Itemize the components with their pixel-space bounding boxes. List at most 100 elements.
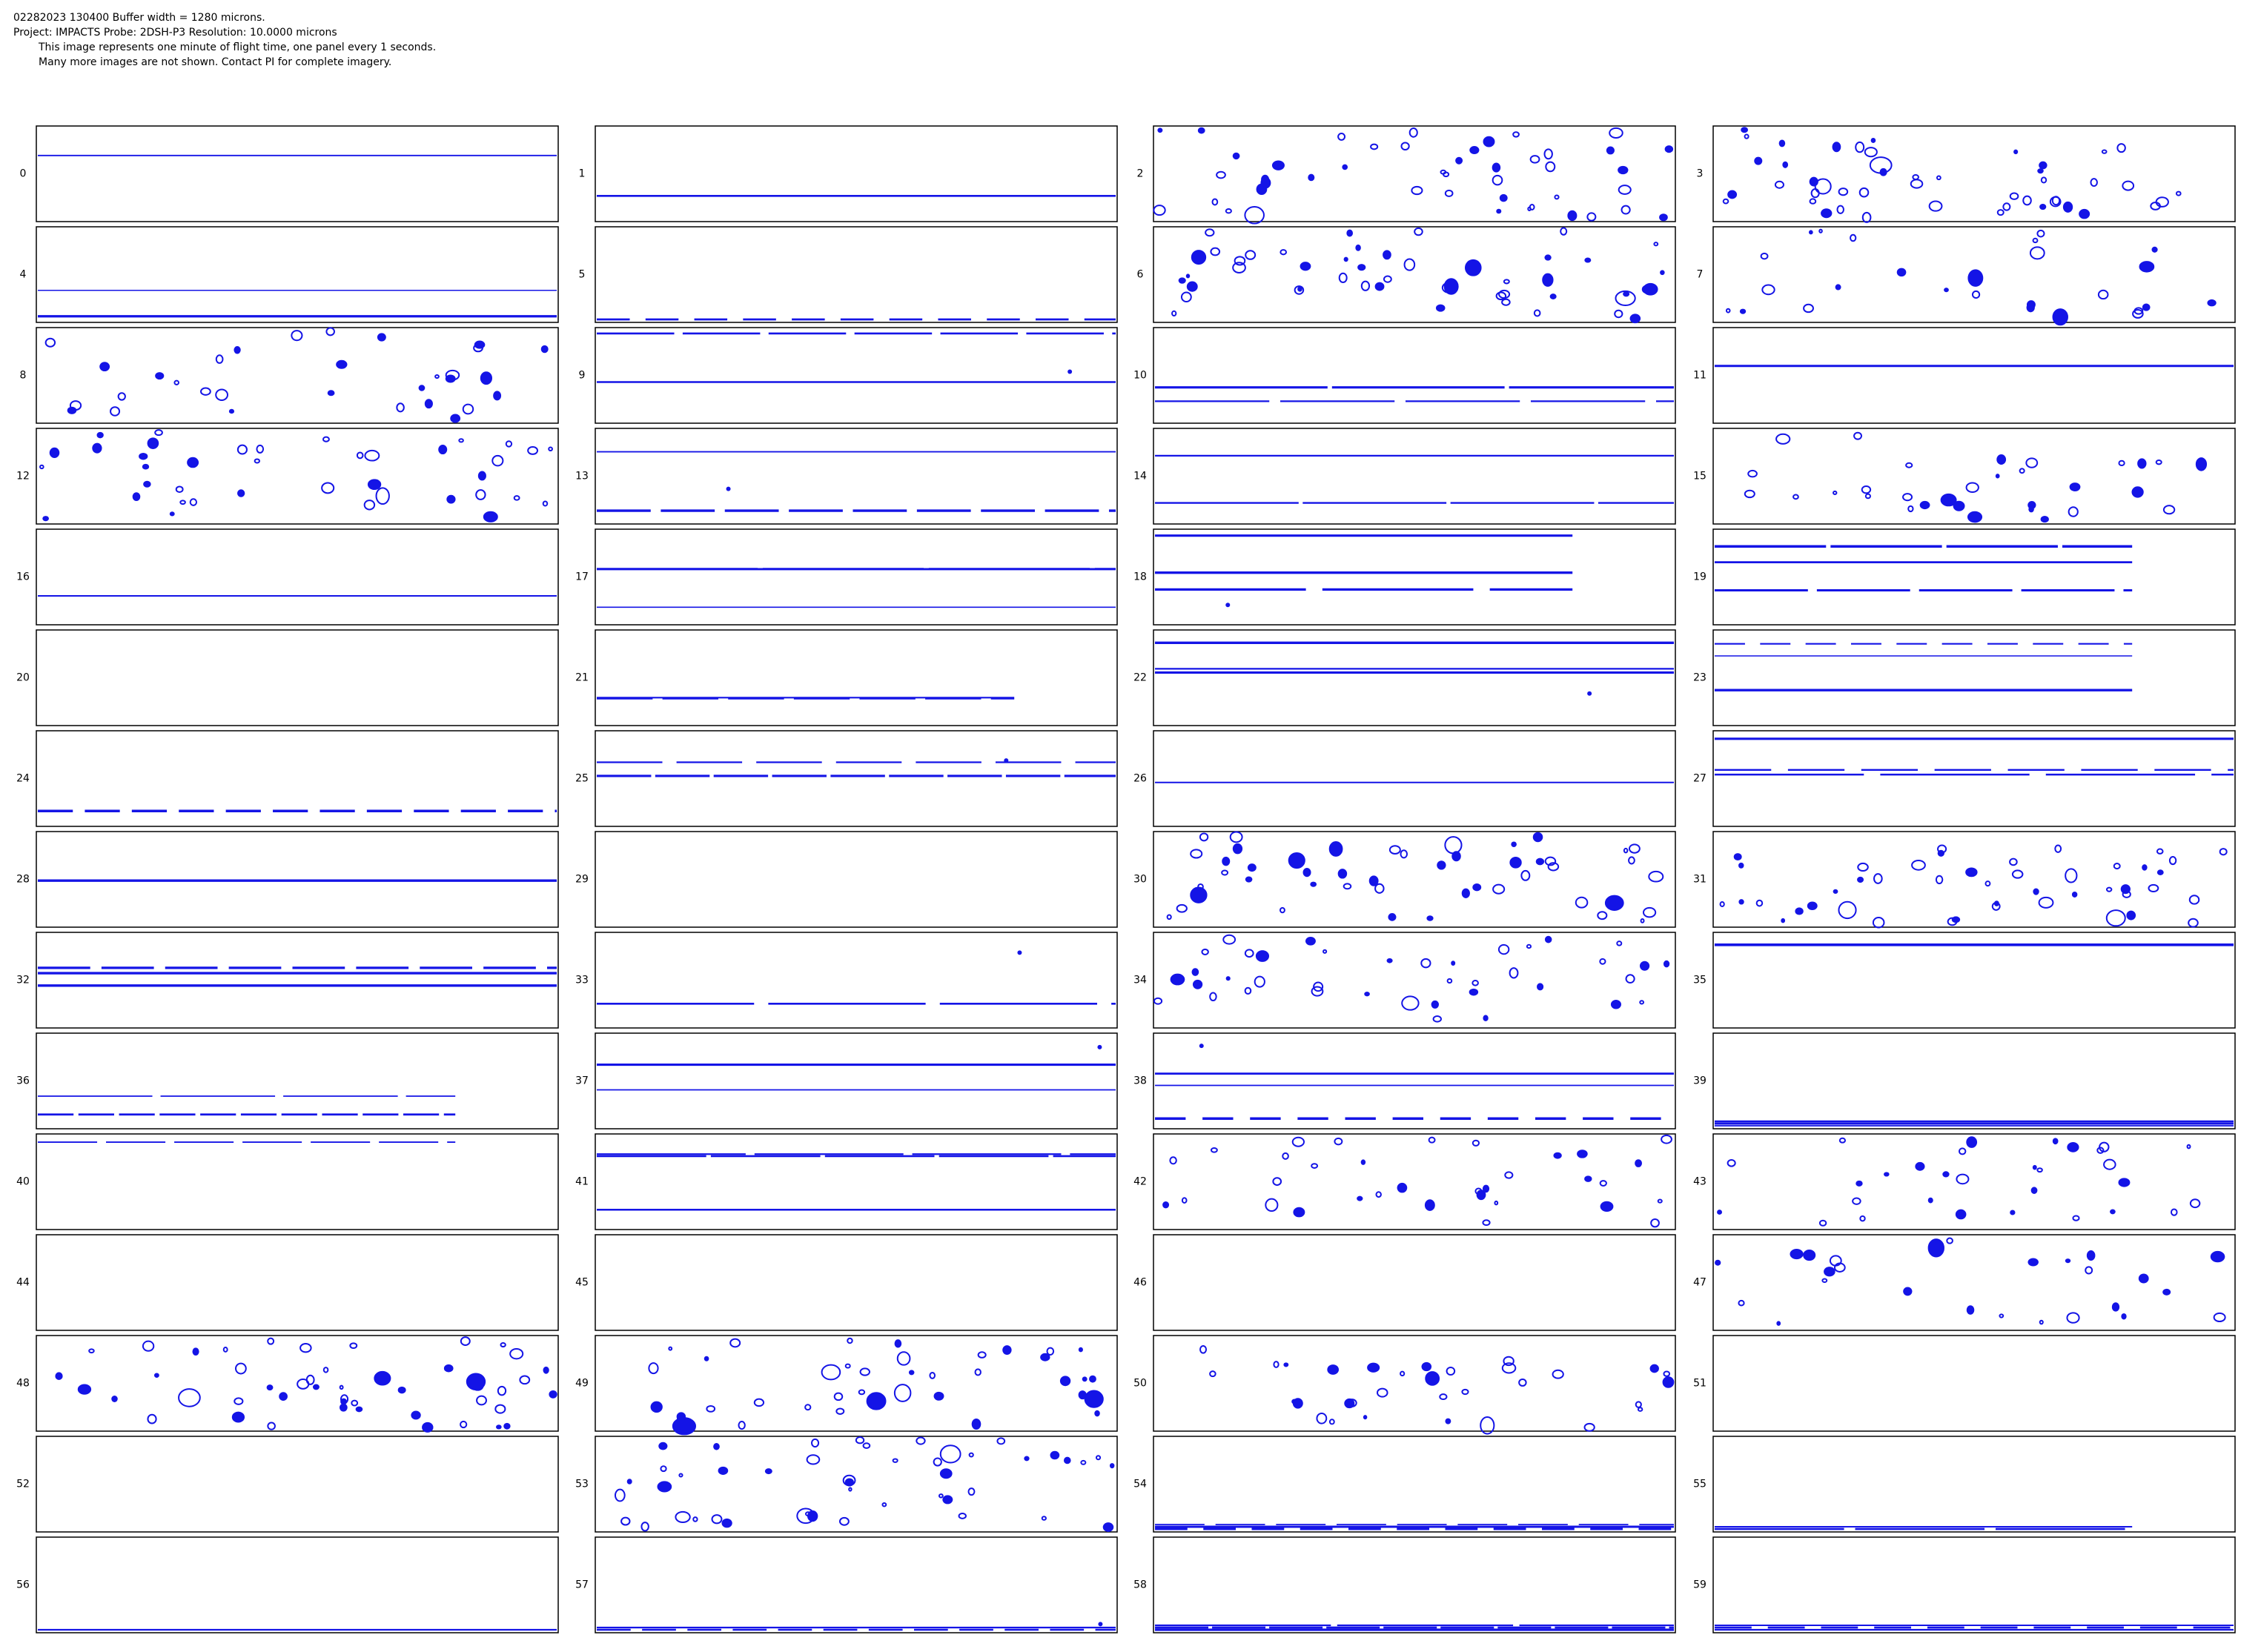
particle-image <box>1936 175 1941 181</box>
particle-image <box>483 511 498 523</box>
particle-image <box>1999 1313 2005 1318</box>
particle-image <box>2121 1313 2127 1320</box>
particle-image <box>1852 1197 1861 1205</box>
panel-frame <box>1712 1436 2236 1533</box>
particle-image <box>1322 949 1328 954</box>
particle-image <box>1663 1370 1671 1377</box>
particle-image <box>1722 198 1729 205</box>
particle-image <box>2118 460 2125 467</box>
particle-image <box>1225 976 1231 981</box>
particle-image <box>835 1407 845 1415</box>
particle-image <box>692 1516 698 1522</box>
particle-image <box>2116 143 2126 153</box>
panel-label: 40 <box>16 1176 30 1188</box>
panel-label: 30 <box>1133 874 1147 886</box>
panel <box>1712 428 2236 525</box>
particle-image <box>1509 856 1522 869</box>
particle-image <box>1461 1388 1469 1396</box>
particle-image <box>1432 1015 1442 1023</box>
panel-label: 32 <box>16 975 30 986</box>
particle-image <box>1857 862 1869 872</box>
particle-image <box>1446 978 1453 984</box>
particle-image <box>1300 262 1311 271</box>
panel <box>36 226 559 323</box>
panel-frame <box>595 528 1118 626</box>
particle-image <box>279 1392 288 1401</box>
particle-image <box>1170 973 1185 986</box>
panel-label: 7 <box>1697 269 1704 281</box>
particle-image <box>1792 494 1799 500</box>
panel <box>1153 528 1676 626</box>
particle-image <box>1225 208 1232 214</box>
particle-image <box>254 458 260 464</box>
particle-image <box>1455 156 1463 165</box>
particle-image <box>1967 269 1984 287</box>
particle-image <box>1935 875 1944 885</box>
particle-image <box>938 1493 944 1499</box>
particle-image <box>1360 1159 1366 1165</box>
particle-image <box>1494 1200 1499 1206</box>
panel-frame <box>36 226 559 323</box>
particle-image <box>1497 943 1510 955</box>
particle-image <box>804 1404 812 1411</box>
panel-frame <box>36 125 559 222</box>
particle-image <box>1244 986 1252 995</box>
particle-image <box>322 436 330 442</box>
particle-image <box>2131 486 2144 498</box>
particle-image <box>132 492 141 502</box>
particle-image <box>893 1384 912 1402</box>
particle-image <box>1869 156 1893 174</box>
particle-image <box>1186 281 1198 292</box>
particle-image <box>1775 433 1791 445</box>
panel <box>36 730 559 827</box>
particle-image <box>1400 849 1408 859</box>
particle-image <box>1966 1136 1978 1148</box>
particle-image <box>2085 1266 2093 1275</box>
particle-image <box>1858 187 1870 198</box>
particle-image <box>1836 205 1844 214</box>
particle-image <box>2096 1147 2105 1154</box>
particle-image <box>1520 869 1531 881</box>
particle-image <box>1956 1173 1970 1185</box>
particle-image <box>1311 986 1324 997</box>
particle-image <box>375 487 390 505</box>
particle-image <box>1864 147 1878 158</box>
particle-image <box>297 1379 310 1390</box>
panel-label: 41 <box>575 1176 589 1188</box>
particle-image <box>2027 1258 2039 1267</box>
panel-frame <box>1153 629 1676 726</box>
particle-image <box>1648 870 1664 883</box>
particle-image <box>1903 1287 1913 1296</box>
panel-label: 27 <box>1693 773 1706 785</box>
particle-image <box>2122 180 2135 191</box>
particle-image <box>1996 454 2007 465</box>
particle-image <box>1222 934 1237 945</box>
panel <box>1712 125 2236 223</box>
particle-image <box>620 1516 631 1526</box>
particle-image <box>1282 1152 1289 1160</box>
panel <box>595 730 1118 827</box>
particle-image <box>1738 1299 1745 1307</box>
particle-image <box>1741 127 1749 133</box>
particle-image <box>2067 1142 2079 1152</box>
particle-image <box>1662 1376 1675 1388</box>
particle-image <box>2097 289 2109 300</box>
particle-image <box>2156 848 2164 855</box>
particle-image <box>1509 967 1519 979</box>
particle-image <box>726 486 731 491</box>
particle-image <box>1469 988 1479 996</box>
particle-image <box>892 1458 898 1463</box>
particle-image <box>1483 1015 1489 1022</box>
particle-image <box>1201 948 1209 955</box>
panel <box>1153 125 1676 225</box>
particle-image <box>1966 1305 1975 1315</box>
particle-image <box>2052 308 2068 326</box>
particle-image <box>1374 282 1385 291</box>
particle-image <box>1535 857 1545 866</box>
particle-image <box>1642 906 1657 918</box>
particle-image <box>327 390 335 397</box>
particle-image <box>1225 603 1231 608</box>
panel-label: 2 <box>1137 168 1144 180</box>
particle-image <box>2032 237 2039 244</box>
particle-image <box>1649 1364 1659 1373</box>
